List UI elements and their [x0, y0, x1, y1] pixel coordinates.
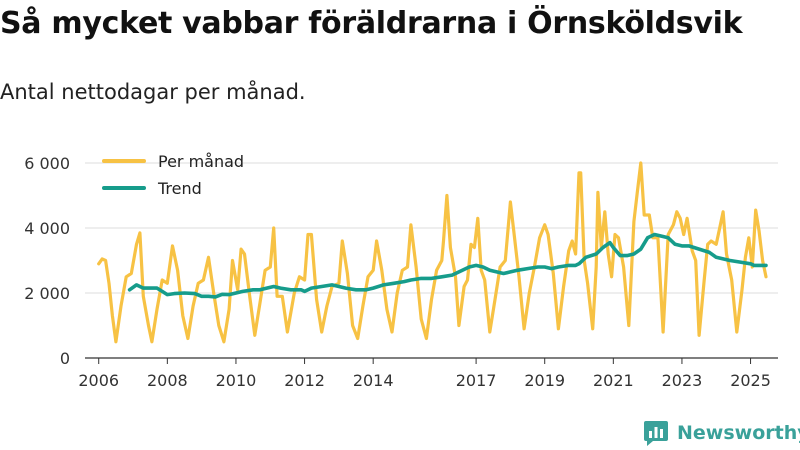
- chart-title: Så mycket vabbar föräldrarna i Örnskölds…: [0, 6, 743, 41]
- y-tick-label: 4 000: [24, 219, 70, 238]
- series-line-trend: [127, 232, 768, 299]
- legend: Per månad Trend: [102, 152, 244, 198]
- series-line-per-manad: [97, 161, 768, 344]
- x-tick-label: 2006: [78, 371, 119, 390]
- legend-label-per-manad: Per månad: [158, 152, 244, 171]
- x-tick-label: 2025: [730, 371, 771, 390]
- brand-logo: Newsworthy: [643, 418, 800, 448]
- chart-subtitle: Antal nettodagar per månad.: [0, 80, 306, 104]
- x-tick-label: 2010: [216, 371, 257, 390]
- y-axis-ticks: 0 2 000 4 000 6 000: [24, 154, 70, 368]
- brand-name: Newsworthy: [677, 422, 800, 444]
- x-axis-ticks: 2006 2008 2010 2012 2014 2017 2019 2021 2023 2025: [78, 358, 771, 390]
- x-tick-label: 2012: [284, 371, 325, 390]
- legend-label-trend: Trend: [157, 179, 202, 198]
- x-tick-label: 2019: [524, 371, 565, 390]
- newsworthy-logo-icon: [644, 421, 668, 446]
- series-lines: [97, 161, 768, 344]
- y-tick-label: 0: [60, 349, 70, 368]
- x-tick-label: 2008: [147, 371, 188, 390]
- y-tick-label: 6 000: [24, 154, 70, 173]
- x-tick-label: 2021: [593, 371, 634, 390]
- x-tick-label: 2023: [662, 371, 703, 390]
- x-tick-label: 2014: [353, 371, 394, 390]
- x-tick-label: 2017: [456, 371, 497, 390]
- y-tick-label: 2 000: [24, 284, 70, 303]
